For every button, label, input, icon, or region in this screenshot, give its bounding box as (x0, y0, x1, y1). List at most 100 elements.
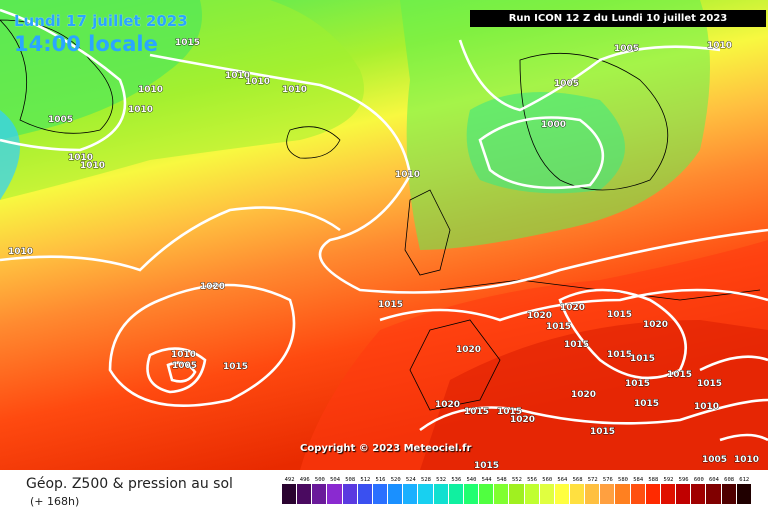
legend-label: 576 (602, 477, 613, 483)
isobar-label: 1020 (527, 311, 552, 321)
legend-swatch (676, 484, 692, 504)
isobar-label: 1015 (223, 362, 248, 372)
legend-swatch (660, 484, 677, 504)
isobar-1005-east (719, 433, 768, 442)
legend-label: 504 (330, 477, 341, 483)
legend-label: 572 (587, 477, 598, 483)
isobar-label: 1015 (667, 370, 692, 380)
isobar-1010-b (0, 8, 127, 152)
legend-label: 520 (390, 477, 401, 483)
legend-swatch (600, 484, 616, 504)
isobar-1000 (478, 116, 605, 190)
map-footer: Géop. Z500 & pression au sol (+ 168h) 49… (0, 470, 768, 512)
greenland-outline (0, 19, 114, 134)
legend-swatch (357, 484, 373, 504)
legend-label: 508 (345, 477, 356, 483)
forecast-time: 14:00 locale (14, 32, 158, 56)
isobar-label: 1020 (456, 345, 481, 355)
legend-label: 580 (618, 477, 628, 483)
legend-label: 584 (633, 477, 644, 483)
isobar-1005-north (458, 39, 721, 112)
isobar-label: 1010 (245, 77, 270, 87)
isobar-labels: 1015 1010 1010 1010 1010 1005 1010 1010 … (8, 38, 760, 470)
legend-swatch (569, 484, 586, 504)
isobar-label: 1015 (564, 340, 589, 350)
legend-label: 596 (678, 477, 689, 483)
model-run-banner: Run ICON 12 Z du Lundi 10 juillet 2023 (470, 10, 766, 27)
isobar-label: 1020 (560, 303, 585, 313)
isobar-1010-a (149, 53, 768, 294)
isobar-label: 1020 (510, 415, 535, 425)
legend-swatch (585, 484, 601, 504)
legend-swatch (312, 484, 328, 504)
forecast-lead-time: (+ 168h) (30, 495, 80, 508)
isobar-label: 1020 (571, 390, 596, 400)
z500-band-cyan (0, 110, 20, 200)
legend-labels: 492 496 500 504 508 512 516 520 524 528 532 536 540 5… (282, 477, 752, 483)
isobar-label: 1020 (643, 320, 668, 330)
color-legend: 492 496 500 504 508 512 516 520 524 528 532 536 540 5… (282, 477, 752, 504)
isobar-label: 1010 (128, 105, 153, 115)
isobar-label: 1010 (171, 350, 196, 360)
legend-swatch (630, 484, 646, 504)
isobar-1005-low (166, 361, 197, 383)
legend-label: 500 (314, 477, 325, 483)
legend-swatch (403, 484, 419, 504)
isobar-label: 1010 (80, 161, 105, 171)
legend-label: 532 (436, 477, 447, 483)
legend-swatch (524, 484, 540, 504)
iceland-outline (286, 126, 341, 159)
legend-swatch (388, 484, 404, 504)
legend-label: 600 (693, 477, 704, 483)
isobar-label: 1005 (172, 361, 197, 371)
legend-swatch (342, 484, 358, 504)
isobar-label: 1015 (697, 379, 722, 389)
british-isles-outline (404, 189, 451, 276)
isobar-label: 1010 (395, 170, 420, 180)
legend-label: 516 (375, 477, 386, 483)
isobars (0, 8, 768, 442)
isobar-label: 1010 (734, 455, 759, 465)
isobar-label: 1015 (464, 407, 489, 417)
isobar-label: 1015 (497, 407, 522, 417)
legend-label: 496 (299, 477, 310, 483)
isobar-label: 1015 (474, 461, 499, 470)
isobar-label: 1015 (175, 38, 200, 48)
isobar-label: 1020 (200, 282, 225, 292)
weather-map: 1015 1010 1010 1010 1010 1005 1010 1010 … (0, 0, 768, 470)
isobar-label: 1015 (625, 379, 650, 389)
legend-label: 536 (451, 477, 462, 483)
legend-label: 588 (648, 477, 659, 483)
legend-swatch (691, 484, 707, 504)
legend-label: 512 (360, 477, 371, 483)
legend-swatch (721, 484, 737, 504)
isobar-label: 1015 (590, 427, 615, 437)
legend-label: 564 (557, 477, 568, 483)
legend-swatch (463, 484, 480, 504)
legend-swatch (736, 484, 752, 504)
isobar-1020-east (558, 288, 687, 380)
legend-swatch (372, 484, 389, 504)
isobar-label: 1020 (435, 400, 460, 410)
legend-label: 608 (724, 477, 735, 483)
z500-band-deep-green (0, 0, 202, 140)
legend-swatches (282, 484, 752, 504)
legend-swatch (615, 484, 631, 504)
isobar-label: 1005 (614, 44, 639, 54)
isobar-label: 1010 (138, 85, 163, 95)
isobar-label: 1005 (554, 79, 579, 89)
z500-trough-core (466, 92, 625, 194)
isobar-label: 1015 (378, 300, 403, 310)
legend-swatch (706, 484, 722, 504)
isobar-label: 1000 (541, 120, 566, 130)
isobar-1010-east (699, 355, 768, 372)
legend-label: 552 (511, 477, 522, 483)
isobar-label: 1010 (694, 402, 719, 412)
legend-swatch (554, 484, 570, 504)
isobar-1015-south (419, 398, 768, 432)
isobar-label: 1015 (607, 350, 632, 360)
isobar-1015-low (108, 283, 296, 407)
legend-label: 604 (708, 477, 719, 483)
legend-label: 560 (542, 477, 553, 483)
legend-swatch (539, 484, 555, 504)
